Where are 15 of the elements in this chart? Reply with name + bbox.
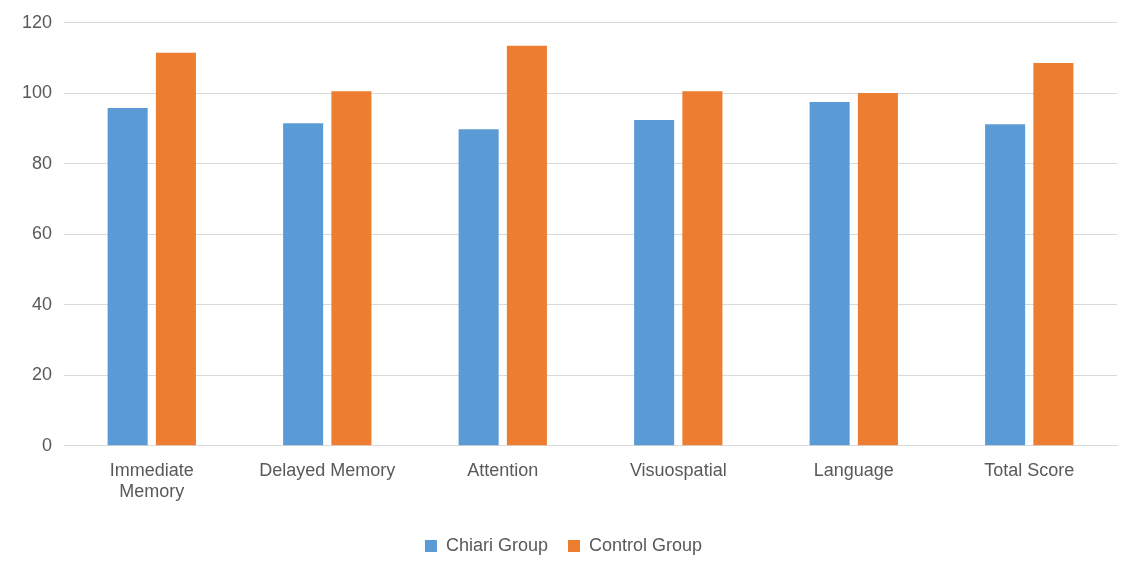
- y-tick-label: 80: [32, 152, 53, 173]
- x-tick-label: Attention: [467, 459, 539, 480]
- legend-label: Chiari Group: [445, 534, 548, 555]
- x-tick-label: Language: [813, 459, 894, 480]
- y-tick-label: 20: [32, 364, 53, 385]
- y-tick-label: 120: [21, 11, 53, 32]
- x-tick-label: Delayed Memory: [259, 459, 396, 480]
- legend-label: Control Group: [588, 534, 703, 555]
- x-tick-label: Total Score: [984, 459, 1075, 480]
- y-tick-label: 0: [42, 434, 53, 455]
- y-tick-label: 60: [32, 223, 53, 244]
- x-tick-label: Immediate Memory: [109, 459, 194, 502]
- x-tick-label: Visuospatial: [629, 459, 727, 480]
- y-tick-label: 40: [32, 293, 53, 314]
- y-tick-label: 100: [21, 82, 53, 103]
